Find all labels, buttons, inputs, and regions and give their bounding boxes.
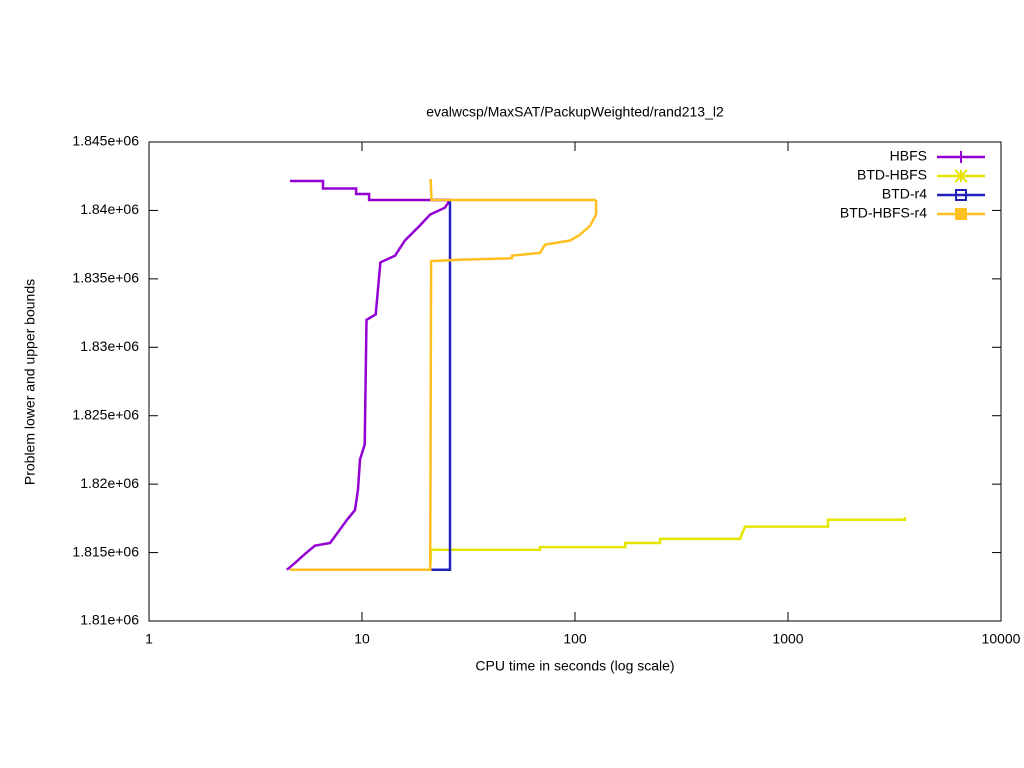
series-line	[290, 517, 907, 571]
x-tick-label: 10	[354, 631, 370, 647]
legend-label: BTD-HBFS-r4	[840, 205, 927, 221]
legend-marker	[955, 208, 967, 220]
y-tick-label: 1.83e+06	[80, 338, 139, 354]
y-tick-label: 1.84e+06	[80, 201, 139, 217]
x-tick-label: 100	[563, 631, 587, 647]
legend-marker	[955, 189, 967, 201]
x-tick-label: 1	[145, 631, 153, 647]
y-tick-label: 1.825e+06	[72, 406, 139, 422]
legend-label: BTD-r4	[882, 186, 927, 202]
legend-label: HBFS	[890, 148, 927, 164]
y-tick-label: 1.815e+06	[72, 543, 139, 559]
x-tick-label: 10000	[982, 631, 1021, 647]
y-axis-label: Problem lower and upper bounds	[22, 279, 38, 485]
legend-marker	[954, 169, 968, 183]
y-tick-label: 1.835e+06	[72, 270, 139, 286]
x-tick-label: 1000	[772, 631, 803, 647]
series-line	[290, 178, 598, 571]
x-axis-label: CPU time in seconds (log scale)	[475, 658, 674, 674]
y-tick-label: 1.81e+06	[80, 612, 139, 628]
y-tick-label: 1.845e+06	[72, 133, 139, 149]
chart-title: evalwcsp/MaxSAT/PackupWeighted/rand213_l…	[426, 104, 724, 120]
series-line	[290, 198, 452, 571]
legend-label: BTD-HBFS	[857, 167, 927, 183]
y-tick-label: 1.82e+06	[80, 475, 139, 491]
series-line	[286, 179, 452, 571]
